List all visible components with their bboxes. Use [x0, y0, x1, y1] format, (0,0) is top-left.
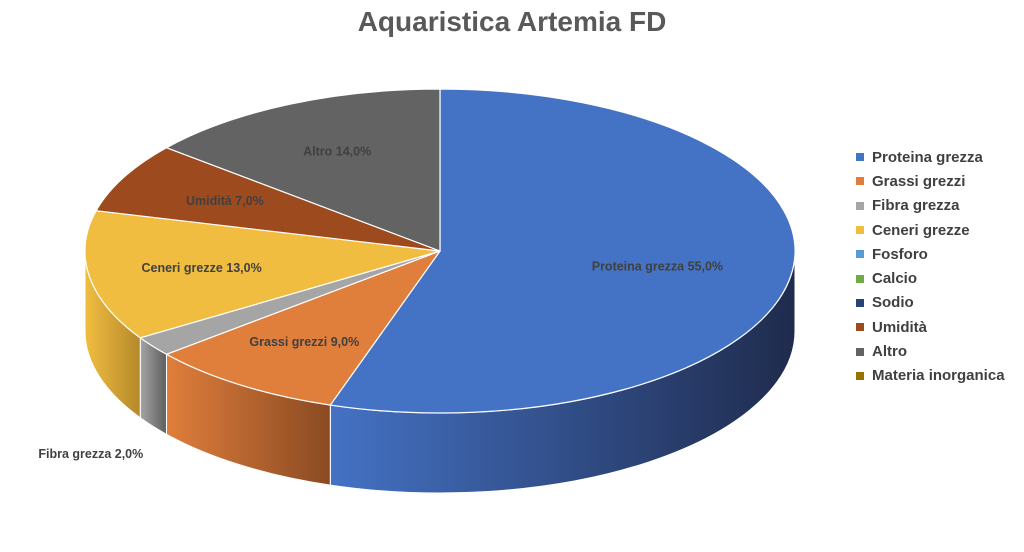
legend-swatch — [856, 274, 864, 283]
legend-item-calcio: Calcio — [856, 266, 1005, 290]
legend-item-grassi-grezzi: Grassi grezzi — [856, 169, 1005, 193]
legend-label: Fibra grezza — [872, 197, 960, 215]
legend-item-fibra-grezza: Fibra grezza — [856, 194, 1005, 218]
slice-altro — [165, 88, 441, 252]
slice-umidita — [95, 147, 441, 252]
legend-label: Materia inorganica — [872, 367, 1005, 385]
data-label-altro: Altro 14,0% — [303, 144, 371, 158]
legend-item-ceneri-grezze: Ceneri grezze — [856, 218, 1005, 242]
data-label-ceneri-grezze: Ceneri grezze 13,0% — [141, 261, 261, 275]
legend-item-materia-inorganica: Materia inorganica — [856, 364, 1005, 388]
slice-grassi-grezzi — [165, 250, 441, 406]
legend-item-fosforo: Fosforo — [856, 242, 1005, 266]
legend-label: Proteina grezza — [872, 148, 983, 166]
legend-swatch — [856, 153, 864, 162]
legend-label: Grassi grezzi — [872, 172, 966, 190]
legend-swatch — [856, 323, 864, 332]
data-label-grassi-grezzi: Grassi grezzi 9,0% — [249, 335, 359, 349]
legend-swatch — [856, 250, 864, 259]
legend-label: Ceneri grezze — [872, 221, 970, 239]
legend-label: Fosforo — [872, 245, 928, 263]
legend-label: Altro — [872, 343, 907, 361]
legend: Proteina grezza Grassi grezzi Fibra grezza… — [856, 145, 1005, 388]
legend-item-altro: Altro — [856, 339, 1005, 363]
legend-swatch — [856, 177, 864, 186]
legend-swatch — [856, 298, 864, 307]
legend-item-sodio: Sodio — [856, 291, 1005, 315]
slice-ceneri-grezze — [84, 210, 441, 339]
legend-item-proteina-grezza: Proteina grezza — [856, 145, 1005, 169]
legend-label: Sodio — [872, 294, 914, 312]
legend-swatch — [856, 371, 864, 380]
legend-swatch — [856, 226, 864, 235]
data-label-fibra-grezza: Fibra grezza 2,0% — [38, 447, 143, 461]
legend-label: Umidità — [872, 318, 928, 336]
legend-item-umidita: Umidità — [856, 315, 1005, 339]
legend-swatch — [856, 347, 864, 356]
chart-title: Aquaristica Artemia FD — [357, 6, 667, 37]
data-label-umidita: Umidità 7,0% — [186, 194, 264, 208]
data-label-proteina-grezza: Proteina grezza 55,0% — [592, 260, 723, 274]
legend-swatch — [856, 201, 864, 210]
legend-label: Calcio — [872, 270, 918, 288]
slice-proteina-grezza — [329, 88, 796, 414]
